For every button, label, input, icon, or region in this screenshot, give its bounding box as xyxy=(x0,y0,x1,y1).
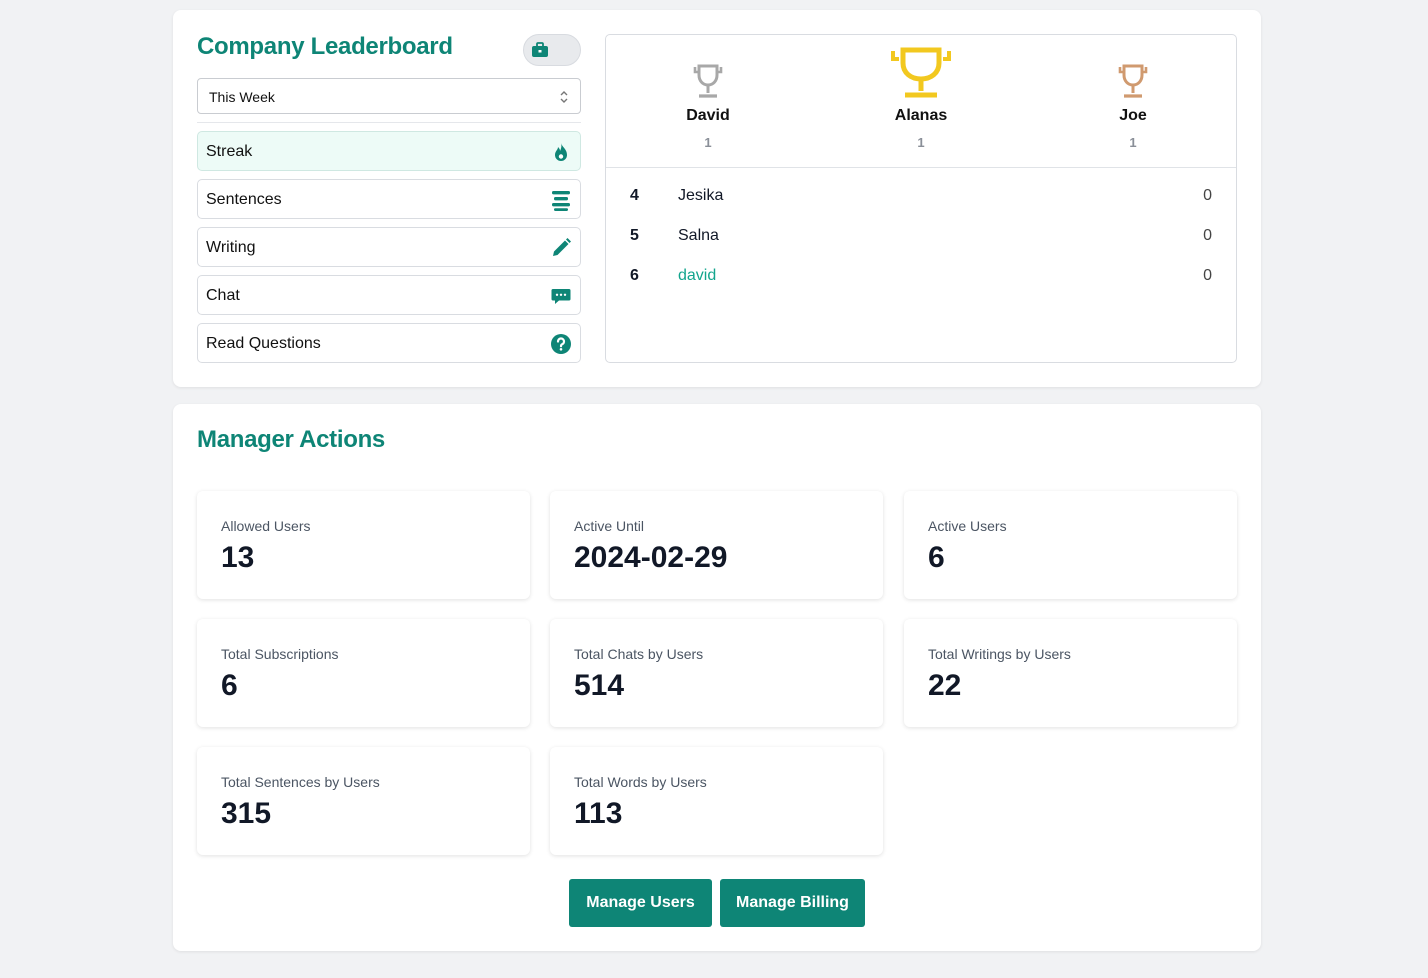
category-writing[interactable]: Writing xyxy=(197,227,581,267)
podium-score: 1 xyxy=(917,135,925,150)
stat-label: Total Sentences by Users xyxy=(221,774,380,790)
briefcase-icon xyxy=(532,42,548,57)
podium-score: 1 xyxy=(704,135,712,150)
stat-label: Total Subscriptions xyxy=(221,646,339,662)
stat-value: 13 xyxy=(221,541,255,574)
row-rank: 6 xyxy=(630,267,639,284)
podium-name: David xyxy=(686,107,730,124)
divider xyxy=(606,167,1236,168)
stat-value: 6 xyxy=(221,669,238,702)
manager-actions-card: Manager Actions Allowed Users 13 Active … xyxy=(173,404,1261,951)
gold-trophy-icon xyxy=(891,47,951,98)
podium-first: Alanas 1 xyxy=(846,47,996,150)
company-toggle[interactable] xyxy=(523,34,581,66)
row-score: 0 xyxy=(1203,267,1212,284)
row-name: david xyxy=(678,267,717,284)
category-label: Streak xyxy=(206,143,253,160)
podium-second: David 1 xyxy=(633,61,783,150)
stat-value: 22 xyxy=(928,669,962,702)
row-name: Jesika xyxy=(678,187,724,204)
period-value: This Week xyxy=(209,89,275,105)
row-score: 0 xyxy=(1203,227,1212,244)
stat-value: 113 xyxy=(574,797,623,830)
question-icon xyxy=(551,334,571,354)
category-streak[interactable]: Streak xyxy=(197,131,581,171)
stat-card-total-chats: Total Chats by Users 514 xyxy=(550,619,883,727)
silver-trophy-icon xyxy=(693,64,723,98)
fire-icon xyxy=(555,143,567,161)
leaderboard-podium: David 1 Alanas 1 Joe 1 xyxy=(605,34,1237,363)
stat-card-total-sentences: Total Sentences by Users 315 xyxy=(197,747,530,855)
stat-value: 315 xyxy=(221,797,272,830)
stat-value: 514 xyxy=(574,669,625,702)
leaderboard-title: Company Leaderboard xyxy=(197,33,453,60)
list-icon xyxy=(552,191,570,211)
stat-card-total-words: Total Words by Users 113 xyxy=(550,747,883,855)
row-name: Salna xyxy=(678,227,719,244)
stat-card-total-writings: Total Writings by Users 22 xyxy=(904,619,1237,727)
manager-actions-title: Manager Actions xyxy=(197,426,385,453)
category-sentences[interactable]: Sentences xyxy=(197,179,581,219)
category-label: Writing xyxy=(206,239,256,256)
stat-card-active-until: Active Until 2024-02-29 xyxy=(550,491,883,599)
pencil-icon xyxy=(553,238,571,256)
row-score: 0 xyxy=(1203,187,1212,204)
leaderboard-card: Company Leaderboard This Week Streak Sen… xyxy=(173,10,1261,387)
stat-card-allowed-users: Allowed Users 13 xyxy=(197,491,530,599)
manage-users-button[interactable]: Manage Users xyxy=(569,879,712,927)
stat-label: Total Words by Users xyxy=(574,774,707,790)
chevron-up-down-icon xyxy=(560,91,568,103)
category-label: Read Questions xyxy=(206,335,321,352)
period-select[interactable]: This Week xyxy=(197,78,581,114)
leaderboard-row: 4 Jesika 0 xyxy=(606,187,1236,211)
stat-label: Active Users xyxy=(928,518,1007,534)
stat-card-total-subscriptions: Total Subscriptions 6 xyxy=(197,619,530,727)
chat-icon xyxy=(551,289,571,304)
stat-label: Active Until xyxy=(574,518,645,534)
category-label: Sentences xyxy=(206,191,282,208)
stat-card-active-users: Active Users 6 xyxy=(904,491,1237,599)
category-chat[interactable]: Chat xyxy=(197,275,581,315)
leaderboard-row: 5 Salna 0 xyxy=(606,227,1236,251)
stat-label: Allowed Users xyxy=(221,518,311,534)
stat-value: 6 xyxy=(928,541,945,574)
bronze-trophy-icon xyxy=(1118,64,1148,98)
row-rank: 4 xyxy=(630,187,639,204)
podium-third: Joe 1 xyxy=(1058,61,1208,150)
row-rank: 5 xyxy=(630,227,639,244)
podium-name: Alanas xyxy=(894,107,948,124)
category-label: Chat xyxy=(206,287,240,304)
manage-billing-button[interactable]: Manage Billing xyxy=(720,879,865,927)
divider xyxy=(197,122,581,123)
stat-label: Total Chats by Users xyxy=(574,646,704,662)
podium-name: Joe xyxy=(1119,107,1147,124)
podium-score: 1 xyxy=(1129,135,1137,150)
leaderboard-row-current-user: 6 david 0 xyxy=(606,267,1236,291)
stat-label: Total Writings by Users xyxy=(928,646,1071,662)
category-read-questions[interactable]: Read Questions xyxy=(197,323,581,363)
stat-value: 2024-02-29 xyxy=(574,541,728,574)
